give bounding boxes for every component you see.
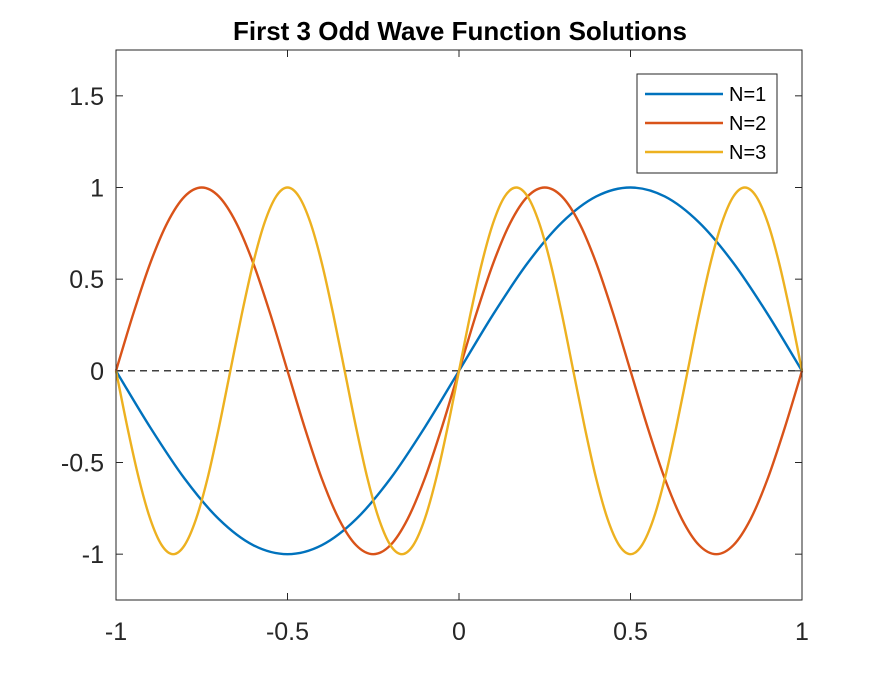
y-tick-label: -0.5 xyxy=(61,450,104,478)
x-tick-label: -0.5 xyxy=(266,618,309,646)
axis-tick-labels: -1 -0.5 0 0.5 1 -1 -0.5 0 0.5 1 1.5 xyxy=(61,83,809,646)
y-tick-label: 1 xyxy=(90,175,104,203)
axis-ticks xyxy=(115,50,803,600)
chart-title: First 3 Odd Wave Function Solutions xyxy=(233,16,687,46)
x-tick-label: 0.5 xyxy=(613,618,648,646)
y-tick-label: 1.5 xyxy=(69,83,104,111)
series-lines xyxy=(114,186,804,556)
y-tick-label: -1 xyxy=(82,541,104,569)
legend: N=1 N=2 N=3 xyxy=(636,73,778,174)
legend-label-1: N=1 xyxy=(729,84,766,106)
x-tick-label: 1 xyxy=(795,618,809,646)
y-tick-label: 0 xyxy=(90,358,104,386)
y-tick-label: 0.5 xyxy=(69,266,104,294)
axes-box xyxy=(115,49,803,601)
x-tick-label: 0 xyxy=(452,618,466,646)
legend-label-2: N=2 xyxy=(729,113,766,135)
x-tick-label: -1 xyxy=(105,618,127,646)
series-line-3 xyxy=(114,186,804,556)
legend-label-3: N=3 xyxy=(729,142,766,164)
